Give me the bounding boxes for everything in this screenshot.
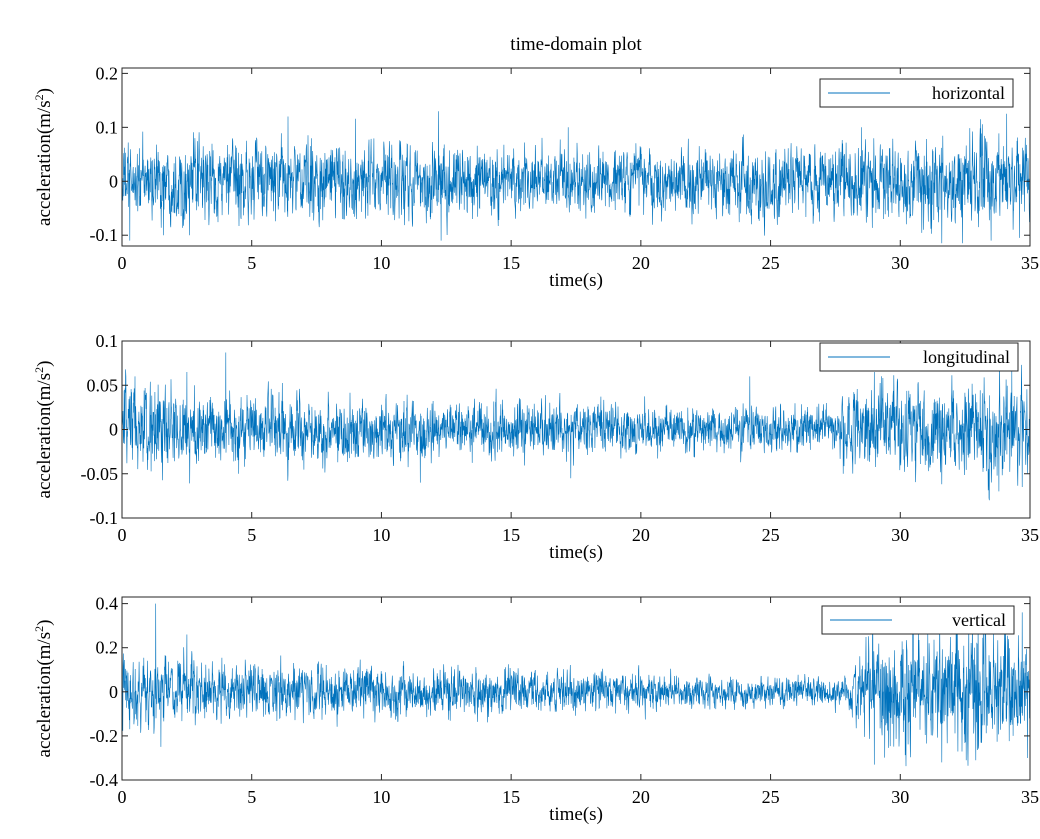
y-tick-label: 0.1 [96, 331, 119, 351]
x-tick-label: 30 [891, 253, 909, 273]
y-axis-label: acceleration(m/s2) [32, 361, 55, 499]
y-tick-label: -0.05 [81, 464, 119, 484]
legend: vertical [821, 605, 1015, 635]
y-tick-label: 0.2 [96, 638, 119, 658]
y-tick-label: 0.2 [96, 63, 119, 83]
legend-label: longitudinal [923, 347, 1010, 367]
x-tick-label: 5 [247, 525, 256, 545]
y-tick-label: -0.1 [90, 508, 119, 528]
x-tick-label: 5 [247, 787, 256, 807]
y-tick-label: 0.4 [96, 594, 119, 614]
x-tick-label: 25 [762, 253, 780, 273]
legend: longitudinal [819, 342, 1019, 372]
y-tick-label: 0 [109, 682, 118, 702]
subplots: 0 5 10 15 20 25 30 350.20.10-0.1time(s)accelera… [32, 63, 1039, 825]
x-tick-label: 35 [1021, 787, 1039, 807]
x-tick-label: 5 [247, 253, 256, 273]
x-tick-label: 15 [502, 253, 520, 273]
x-axis-label: time(s) [549, 542, 603, 563]
series-line-horizontal [121, 111, 1031, 244]
series-line-longitudinal [121, 352, 1031, 501]
axes-box [121, 596, 1031, 781]
y-tick-label: -0.1 [90, 225, 119, 245]
y-tick-label: -0.4 [90, 770, 119, 790]
x-tick-label: 25 [762, 525, 780, 545]
legend-label: vertical [952, 610, 1006, 630]
x-tick-label: 30 [891, 787, 909, 807]
y-tick-label: 0 [109, 420, 118, 440]
x-tick-label: 35 [1021, 525, 1039, 545]
y-tick-label: -0.2 [90, 726, 119, 746]
subplot-2: 0 5 10 15 20 25 30 35 0.1 0.05 0 -0.05 -0.1 time(s) ac… [32, 331, 1039, 563]
y-tick-label: 0.05 [87, 375, 119, 395]
y-tick-label: 0 [109, 171, 118, 191]
x-tick-label: 15 [502, 787, 520, 807]
series-line-vertical [121, 603, 1031, 767]
legend-label: horizontal [932, 83, 1005, 103]
x-tick-label: 20 [632, 787, 650, 807]
x-tick-label: 0 [118, 253, 127, 273]
subplot-3: 0 5 10 15 20 25 30 35 0.4 0.2 0 -0.2 -0.4 time(s) acce… [32, 594, 1039, 825]
y-tick-label: 0.1 [96, 117, 119, 137]
x-tick-label: 10 [372, 525, 390, 545]
x-tick-label: 10 [372, 787, 390, 807]
subplot-1: 0 5 10 15 20 25 30 35 0.2 0.1 0 -0.1 time(s) accelera… [32, 63, 1039, 291]
x-tick-label: 10 [372, 253, 390, 273]
y-axis-label: acceleration(m/s2) [32, 620, 55, 758]
x-tick-label: 20 [632, 253, 650, 273]
legend: horizontal [819, 78, 1014, 108]
x-tick-label: 25 [762, 787, 780, 807]
x-tick-label: 15 [502, 525, 520, 545]
x-tick-label: 30 [891, 525, 909, 545]
x-tick-label: 35 [1021, 253, 1039, 273]
x-tick-label: 0 [118, 787, 127, 807]
x-tick-label: 0 [118, 525, 127, 545]
axes-box [121, 67, 1031, 247]
x-axis-label: time(s) [549, 270, 603, 291]
chart-title: time-domain plot [510, 34, 642, 55]
x-tick-label: 20 [632, 525, 650, 545]
x-axis-label: time(s) [549, 804, 603, 825]
y-axis-label: acceleration(m/s2) [32, 88, 55, 226]
